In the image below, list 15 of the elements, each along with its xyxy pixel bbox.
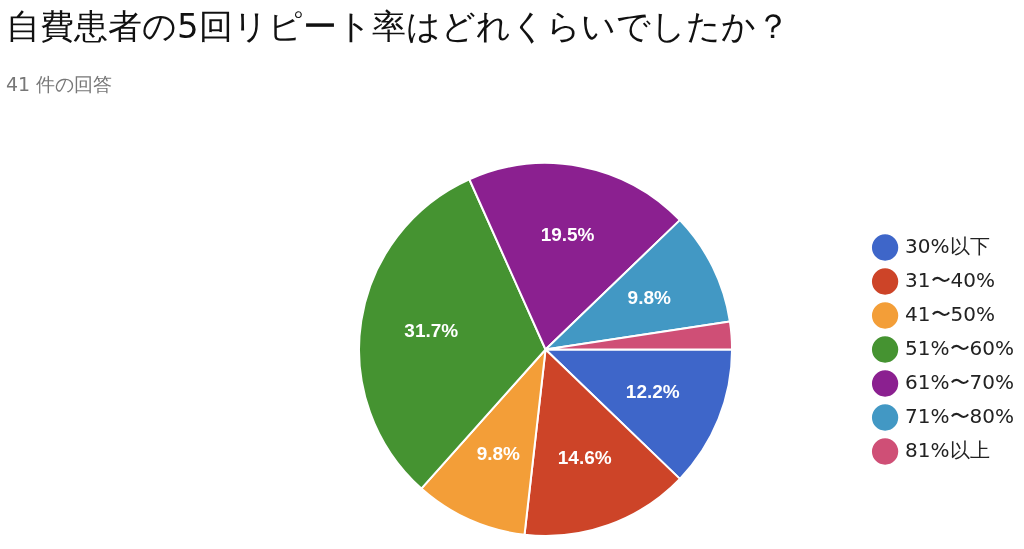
- legend-label: 81%以上: [905, 437, 990, 462]
- data-label: 31.7%: [404, 320, 459, 341]
- legend-label: 41〜50%: [905, 301, 995, 326]
- data-label: 14.6%: [557, 446, 612, 468]
- legend-label: 71%〜80%: [905, 403, 1014, 428]
- data-label: 12.2%: [625, 380, 680, 402]
- legend-label: 61%〜70%: [905, 369, 1014, 394]
- data-label: 9.8%: [627, 286, 671, 308]
- data-label: 9.8%: [476, 443, 521, 465]
- text: 41 件の回答: [6, 72, 113, 97]
- data-label: 19.5%: [540, 224, 595, 246]
- legend-label: 31〜40%: [905, 267, 995, 292]
- legend-label: 30%以下: [905, 233, 990, 258]
- chart-title: 自費患者の5回リピート率はどれくらいでしたか？: [6, 5, 790, 48]
- legend-label: 51%〜60%: [905, 335, 1014, 360]
